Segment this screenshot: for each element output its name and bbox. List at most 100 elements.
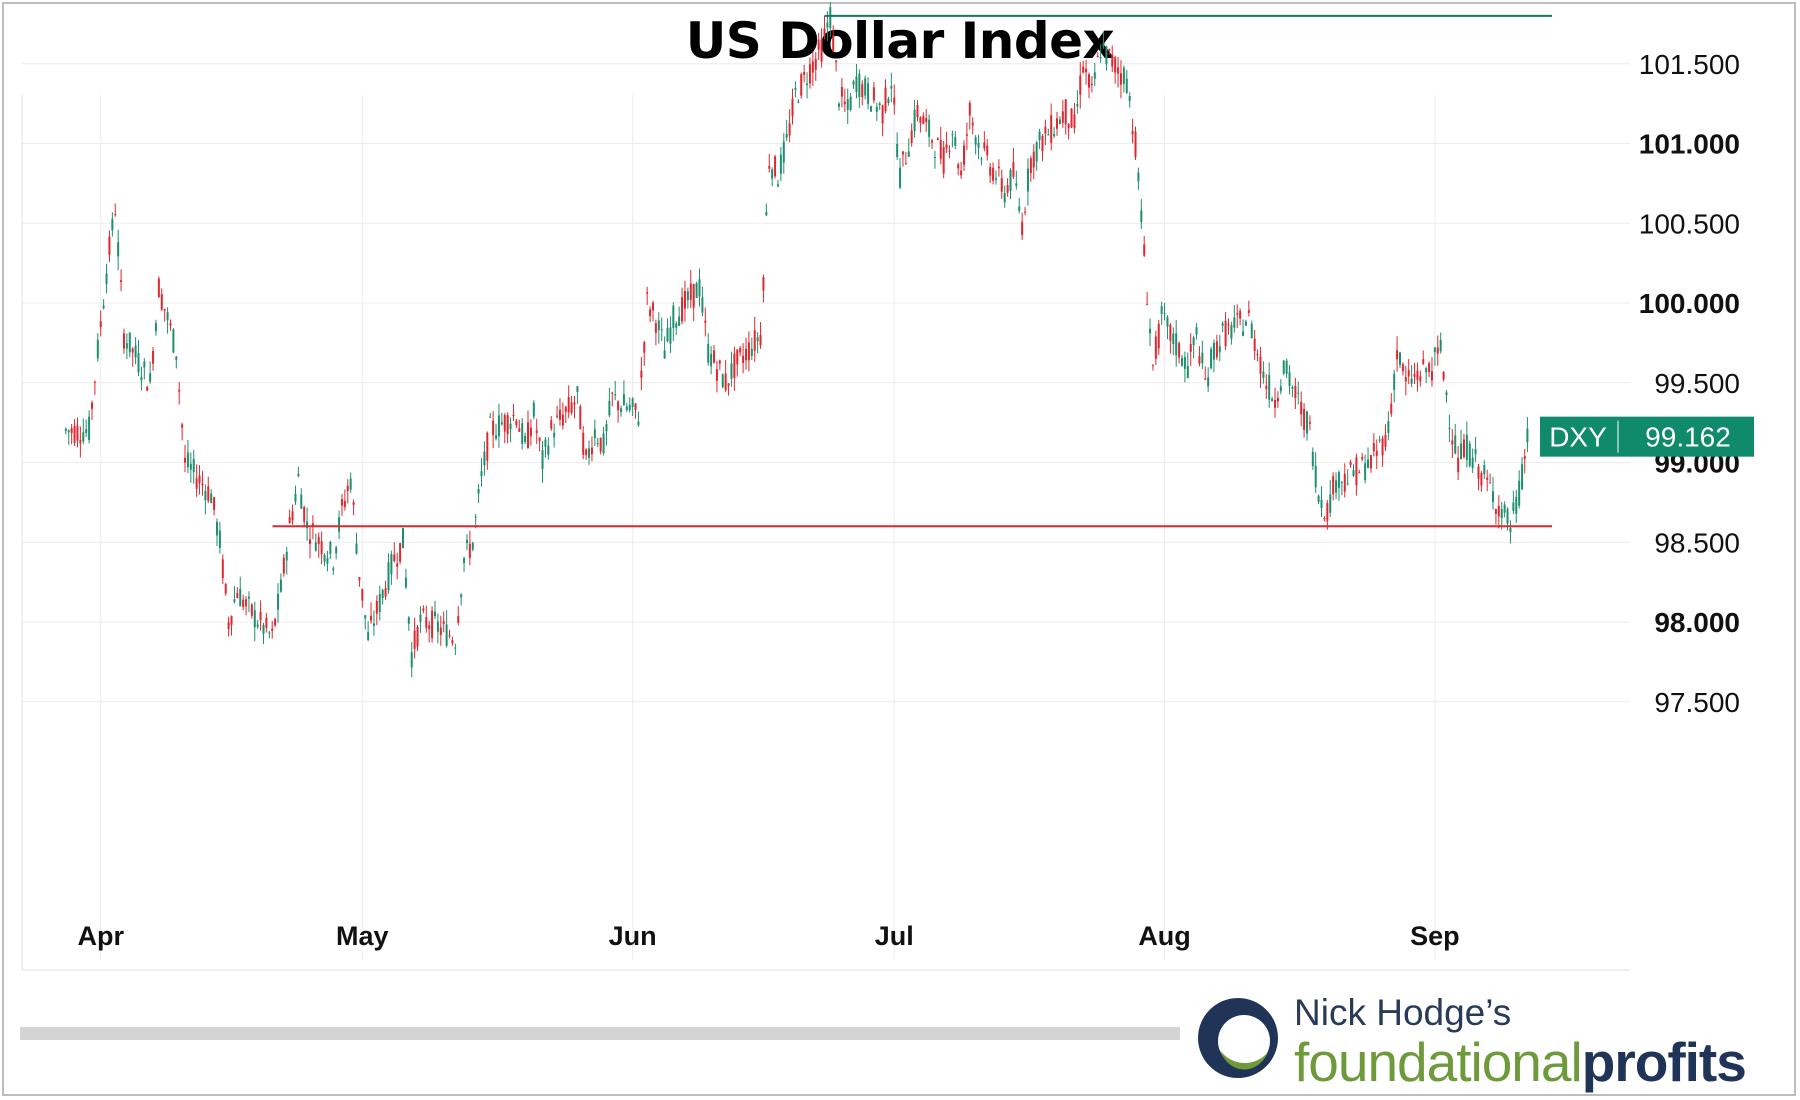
x-tick-label: Jun <box>609 921 657 951</box>
candle-body <box>404 577 407 588</box>
candle-body <box>704 320 707 323</box>
candle-body <box>492 420 495 436</box>
candle-body <box>1282 360 1285 374</box>
candle-body <box>416 626 419 647</box>
candle-body <box>169 323 172 326</box>
candle-body <box>1268 374 1271 400</box>
candle-body <box>1428 363 1431 373</box>
y-tick-label: 100.500 <box>1639 208 1740 239</box>
candle-body <box>1224 320 1227 347</box>
candle-body <box>468 543 471 558</box>
candle-body <box>125 343 128 349</box>
candle-body <box>140 376 143 381</box>
candle-body <box>1323 517 1326 520</box>
candle-body <box>166 312 169 321</box>
candle-body <box>849 96 852 110</box>
candle-body <box>596 443 599 445</box>
candle-body <box>1053 134 1056 136</box>
candle-body <box>1335 480 1338 493</box>
candle-body <box>922 116 925 125</box>
candle-body <box>329 541 332 554</box>
candle-body <box>736 349 739 365</box>
candle-body <box>1497 505 1500 517</box>
candle-body <box>1509 527 1512 533</box>
candle-body <box>1401 364 1404 372</box>
candle-body <box>1236 313 1239 315</box>
candle-body <box>338 517 341 532</box>
candle-body <box>535 430 538 434</box>
candle-body <box>593 429 596 439</box>
candle-body <box>1422 359 1425 364</box>
candle-body <box>771 169 774 179</box>
x-tick-label: Jul <box>875 921 914 951</box>
candle-body <box>724 373 727 391</box>
logo-word1: foundational <box>1294 1031 1583 1093</box>
candle-body <box>538 438 541 442</box>
candle-body <box>154 323 157 332</box>
candle-body <box>1192 337 1195 346</box>
candle-body <box>1462 439 1465 458</box>
candle-body <box>367 632 370 640</box>
candle-body <box>1346 483 1349 485</box>
candle-body <box>79 439 82 444</box>
candle-body <box>951 134 954 136</box>
candle-body <box>663 350 666 359</box>
candle-body <box>230 616 233 625</box>
candle-body <box>370 615 373 621</box>
candle-body <box>1416 370 1419 380</box>
candle-body <box>1454 435 1457 454</box>
candle-body <box>1003 193 1006 203</box>
candle-body <box>1058 119 1061 125</box>
candle-body <box>1085 68 1088 73</box>
candle-body <box>149 373 152 382</box>
candle-body <box>637 421 640 426</box>
candle-body <box>858 73 861 97</box>
candle-body <box>1160 306 1163 314</box>
candle-body <box>300 494 303 509</box>
candle-body <box>1239 311 1242 319</box>
candle-body <box>242 599 245 608</box>
horizontal-scrollbar[interactable] <box>20 1027 1180 1040</box>
candle-body <box>256 624 259 627</box>
candle-body <box>718 360 721 364</box>
candle-body <box>1099 57 1102 59</box>
candle-body <box>994 178 997 180</box>
candle-body <box>838 103 841 107</box>
candle-body <box>1082 66 1085 73</box>
candle-body <box>274 618 277 626</box>
candle-body <box>1227 323 1230 325</box>
candle-body <box>730 363 733 379</box>
candle-body <box>1021 221 1024 236</box>
candle-body <box>85 429 88 433</box>
candle-body <box>532 402 535 417</box>
chart-title: US Dollar Index <box>685 12 1115 70</box>
candle-body <box>184 457 187 463</box>
candle-body <box>1399 352 1401 365</box>
candle-body <box>919 117 922 123</box>
candle-body <box>422 608 425 611</box>
candle-body <box>620 408 623 412</box>
candle-body <box>509 423 512 430</box>
candle-body <box>1340 481 1343 483</box>
x-tick-label: Sep <box>1410 921 1460 951</box>
candle-body <box>826 22 829 28</box>
candle-body <box>675 323 678 328</box>
candle-body <box>646 292 649 294</box>
candle-body <box>477 489 480 494</box>
candle-body <box>605 424 608 432</box>
candle-body <box>471 542 474 550</box>
candle-body <box>250 604 253 616</box>
candle-body <box>218 530 221 548</box>
candle-body <box>925 117 928 123</box>
candle-body <box>1015 183 1018 186</box>
candle-body <box>1169 324 1172 341</box>
candle-body <box>1506 509 1509 524</box>
candle-body <box>495 435 498 439</box>
candle-body <box>1343 473 1346 492</box>
logo-ring-icon <box>1198 998 1278 1078</box>
candle-body <box>1381 438 1384 456</box>
candle-body <box>960 170 963 176</box>
candle-body <box>1303 408 1306 431</box>
candle-body <box>1117 67 1120 74</box>
candle-body <box>628 404 631 411</box>
